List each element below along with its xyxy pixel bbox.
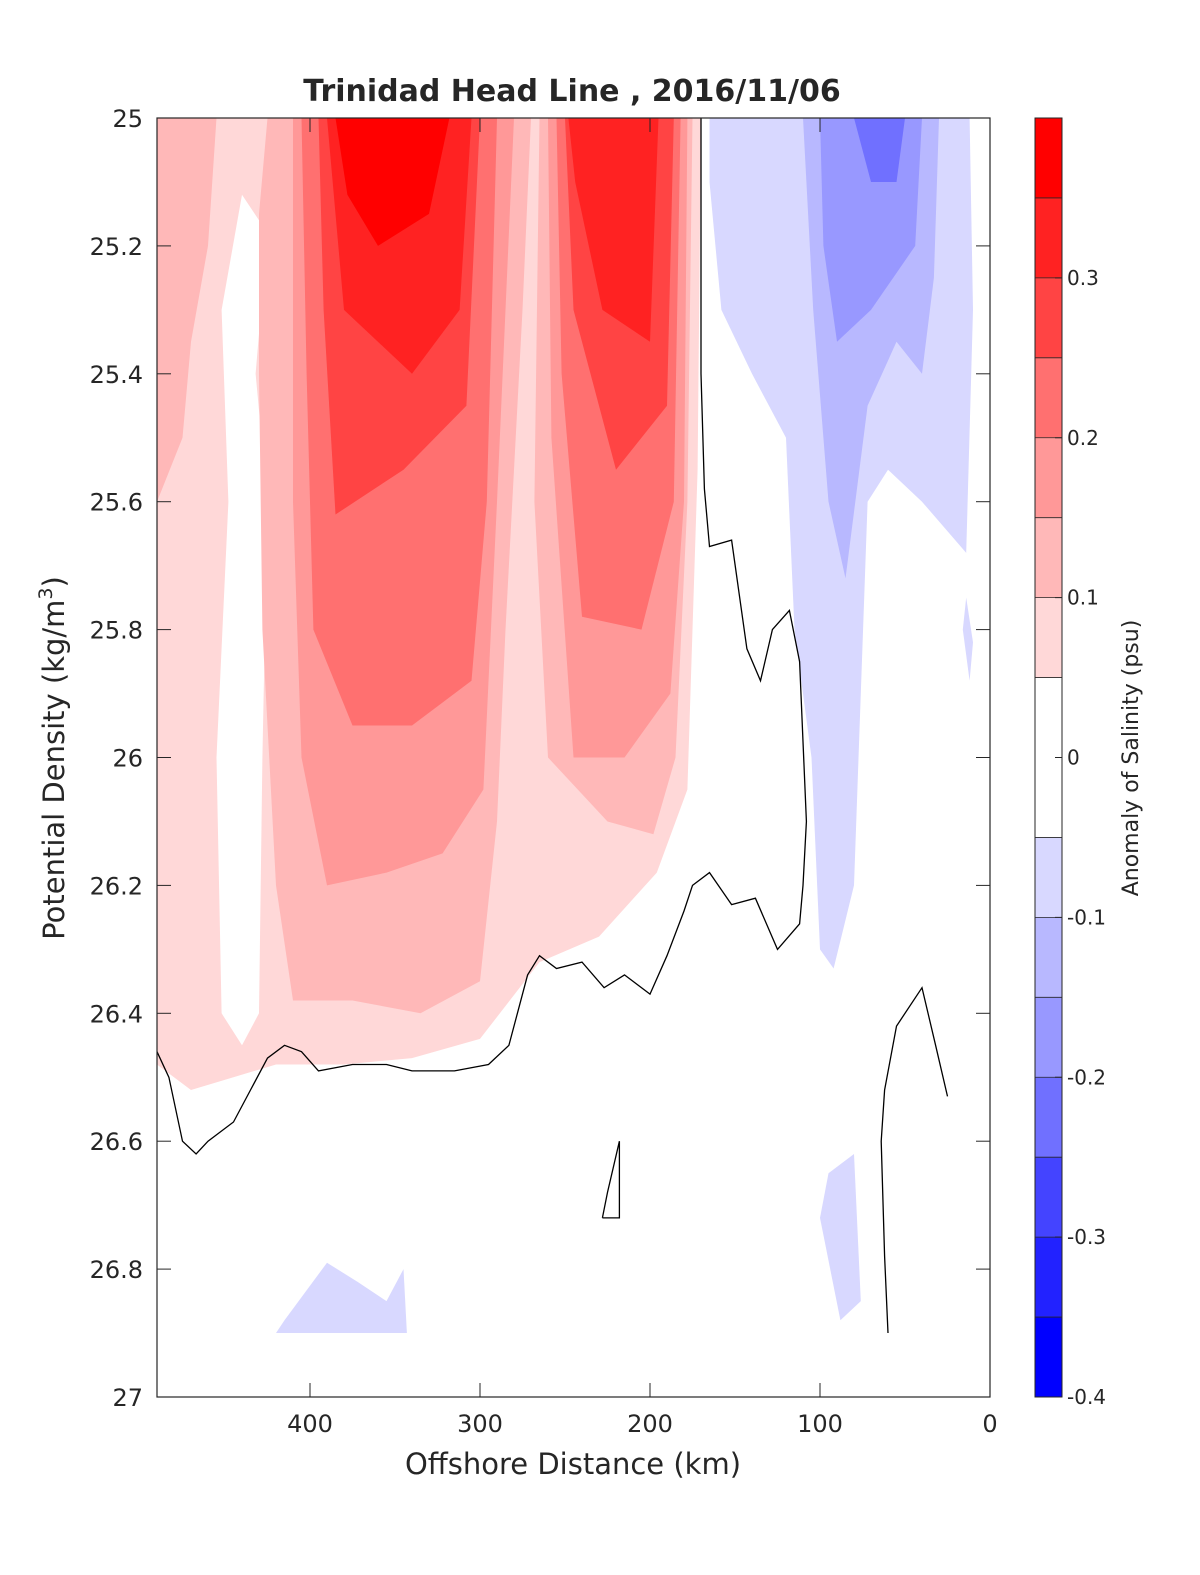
colorbar-tick-label: -0.1 (1067, 905, 1106, 929)
y-tick-label: 25 (112, 105, 143, 133)
contour-region-neg-0.05-deep-east (820, 1154, 861, 1321)
colorbar-band (1035, 517, 1062, 598)
colorbar-band (1035, 917, 1062, 998)
colorbar-tick-label: 0 (1067, 746, 1080, 770)
contour-region-neg-0.05-east-strip (962, 597, 973, 681)
x-tick-label: 100 (797, 1410, 843, 1438)
colorbar-band (1035, 277, 1062, 358)
colorbar-bands (1035, 118, 1062, 1397)
x-tick-label: 400 (287, 1410, 333, 1438)
x-tick-label: 0 (982, 1410, 997, 1438)
zero-line-east (880, 986, 949, 1334)
y-tick-label: 25.6 (90, 489, 143, 517)
colorbar-tick-label: -0.3 (1067, 1225, 1106, 1249)
zero-line-main (157, 118, 808, 1155)
x-tick-label: 300 (457, 1410, 503, 1438)
colorbar-band (1035, 1237, 1062, 1318)
colorbar-tick-label: -0.2 (1067, 1065, 1106, 1089)
plot-area: 400 300 200 100 0 25 25.2 25.4 25.6 25.8 26 26.2 26… (90, 105, 998, 1438)
contour-region-pos-0.1-west (157, 118, 217, 502)
y-axis-label-text: Potential Density (kg/m (37, 600, 71, 940)
y-axis: 25 25.2 25.4 25.6 25.8 26 26.2 26.4 26.6 26.8 27 (90, 105, 990, 1412)
y-axis-label-sup: 3 (35, 587, 57, 599)
y-tick-label: 26.4 (90, 1000, 143, 1028)
colorbar-label: Anomaly of Salinity (psu) (1119, 620, 1144, 897)
contour-fills (157, 118, 973, 1333)
x-axis-label: Offshore Distance (km) (405, 1447, 741, 1481)
y-tick-label: 26 (112, 745, 143, 773)
colorbar-band (1035, 597, 1062, 678)
y-tick-label: 25.4 (90, 361, 143, 389)
colorbar-band (1035, 1317, 1062, 1397)
colorbar-tick-label: 0.2 (1067, 426, 1099, 450)
y-tick-label: 25.8 (90, 617, 143, 645)
colorbar-tick-label: 0.1 (1067, 586, 1099, 610)
zero-line-loop (601, 1141, 621, 1219)
colorbar-band (1035, 997, 1062, 1078)
colorbar-band (1035, 357, 1062, 438)
y-tick-label: 25.2 (90, 233, 143, 261)
y-tick-label: 26.8 (90, 1256, 143, 1284)
colorbar-ticks: 0.3 0.2 0.1 0 -0.1 -0.2 -0.3 -0.4 (1055, 266, 1106, 1409)
contour-region-pos-0.3-mid (568, 118, 659, 342)
contour-region-neg-0.25-east (854, 118, 905, 182)
colorbar-band (1035, 118, 1062, 198)
y-tick-label: 26.2 (90, 872, 143, 900)
colorbar-band (1035, 437, 1062, 518)
zero-contours (157, 118, 949, 1334)
y-tick-label: 26.6 (90, 1128, 143, 1156)
chart-title: Trinidad Head Line , 2016/11/06 (303, 74, 840, 109)
colorbar-tick-label: 0.3 (1067, 266, 1099, 290)
colorbar-band (1035, 1157, 1062, 1238)
y-axis-label-close: ) (37, 576, 71, 587)
colorbar-band (1035, 1077, 1062, 1158)
contour-region-zero-west-strip (216, 194, 268, 1046)
colorbar-tick-label: -0.4 (1067, 1385, 1106, 1409)
contour-region-pos-0.35-core (335, 118, 450, 246)
y-axis-label: Potential Density (kg/m3) (35, 576, 71, 940)
contour-region-neg-0.05-deep-west (276, 1262, 407, 1333)
x-axis: 400 300 200 100 0 (287, 118, 998, 1438)
y-tick-label: 27 (112, 1384, 143, 1412)
colorbar-band (1035, 197, 1062, 278)
colorbar: 0.3 0.2 0.1 0 -0.1 -0.2 -0.3 -0.4 (1034, 117, 1106, 1409)
x-tick-label: 200 (627, 1410, 673, 1438)
colorbar-band (1035, 837, 1062, 918)
